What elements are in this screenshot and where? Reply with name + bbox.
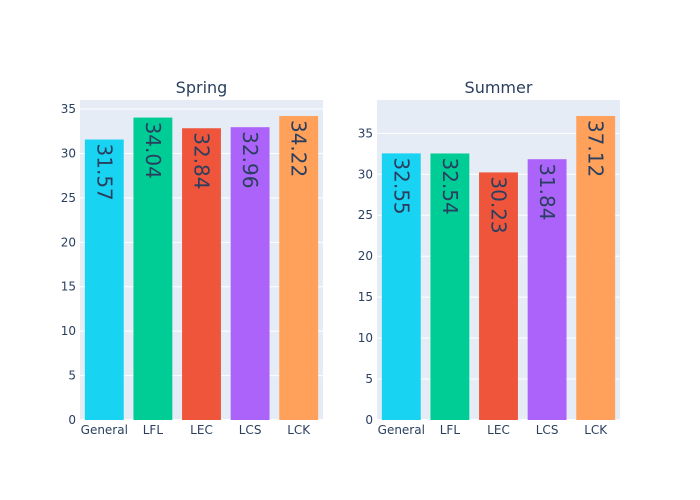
y-tick-label: 15	[61, 280, 76, 294]
x-tick-label: LEC	[487, 423, 510, 437]
y-tick-label: 35	[61, 102, 76, 116]
bar-lck	[576, 115, 616, 420]
bar-value-label: 32.55	[389, 157, 413, 214]
bar-value-label: 34.22	[287, 120, 311, 177]
x-tick-label: LCK	[287, 423, 311, 437]
subplot-summer: 0 5 10 15 20 25 30 35 32.55 General 32.54 LFL 30.23 L…	[358, 78, 620, 437]
bar-lcs	[230, 127, 270, 420]
bar-value-label: 31.57	[92, 144, 116, 201]
bar-general	[84, 139, 124, 420]
x-tick-label: General	[378, 423, 425, 437]
y-tick-label: 15	[358, 290, 373, 304]
y-tick-label: 20	[358, 249, 373, 263]
y-tick-label: 0	[365, 413, 373, 427]
subplot-title: Spring	[176, 78, 228, 97]
x-tick-label: LFL	[440, 423, 461, 437]
bar-value-label: 30.23	[487, 176, 511, 233]
bar-lec	[479, 172, 518, 420]
subplot-spring: 0 5 10 15 20 25 30 35 31.57 General 34.04 LFL 32.84 L…	[61, 78, 323, 437]
y-tick-label: 25	[61, 191, 76, 205]
y-tick-label: 20	[61, 235, 76, 249]
y-tick-label: 10	[358, 331, 373, 345]
x-tick-label: LEC	[190, 423, 213, 437]
y-tick-label: 30	[358, 167, 373, 181]
subplot-title: Summer	[465, 78, 533, 97]
bar-value-label: 32.96	[238, 131, 262, 188]
x-tick-label: LFL	[143, 423, 164, 437]
bar-value-label: 32.54	[438, 157, 462, 214]
y-tick-label: 25	[358, 208, 373, 222]
x-tick-label: LCK	[584, 423, 608, 437]
bar-general	[381, 153, 421, 420]
bar-lck	[279, 115, 319, 420]
y-tick-label: 5	[365, 372, 373, 386]
x-tick-label: LCS	[536, 423, 559, 437]
bar-lfl	[133, 117, 173, 421]
x-tick-label: LCS	[239, 423, 262, 437]
bar-lcs	[527, 159, 567, 420]
bar-value-label: 34.04	[141, 122, 165, 179]
bar-lec	[182, 128, 221, 420]
y-tick-label: 0	[68, 413, 76, 427]
bar-value-label: 31.84	[535, 163, 559, 220]
x-tick-label: General	[81, 423, 128, 437]
bar-value-label: 37.12	[584, 120, 608, 177]
y-tick-label: 10	[61, 324, 76, 338]
y-tick-label: 5	[68, 369, 76, 383]
bar-lfl	[430, 153, 470, 420]
y-tick-label: 30	[61, 146, 76, 160]
y-tick-label: 35	[358, 126, 373, 140]
bar-value-label: 32.84	[190, 132, 214, 189]
